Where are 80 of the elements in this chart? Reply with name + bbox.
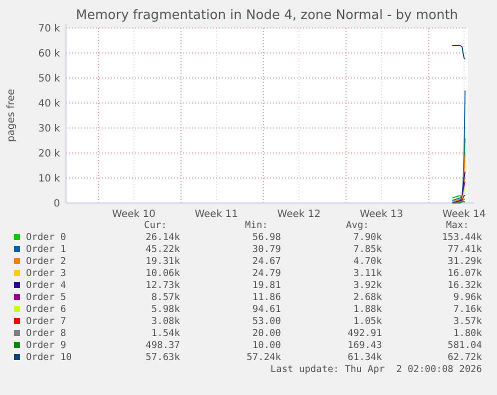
x-tick-label: Week 14 [442, 209, 486, 220]
text: 3.57k [453, 316, 482, 327]
text: 7.16k [453, 304, 482, 315]
text: 12.73k [146, 280, 180, 291]
text: 8.57k [151, 292, 180, 303]
x-tick-label: Week 13 [360, 209, 404, 220]
text: 10.06k [146, 268, 180, 279]
legend-label: Order 4 [26, 280, 66, 291]
text: 24.79 [252, 268, 282, 279]
text: 57.63k [146, 352, 180, 363]
text: 16.32k [448, 280, 482, 291]
text: 24.67 [252, 256, 281, 267]
text: 10.00 [252, 340, 282, 351]
x-tick-label: Week 11 [194, 209, 238, 220]
legend-label: Order 1 [26, 244, 66, 255]
text: 62.72k [448, 352, 482, 363]
y-tick-label: 50 k [38, 74, 60, 84]
legend-label: Order 6 [26, 304, 66, 315]
text: 5.98k [151, 304, 180, 315]
legend-label: Order 10 [26, 352, 72, 363]
text: Min: [245, 220, 268, 231]
y-tick-label: 40 k [38, 98, 60, 110]
text: 94.61 [252, 304, 282, 315]
text: Cur: [144, 220, 167, 231]
line-series [460, 195, 466, 202]
text: 7.90k [353, 232, 382, 243]
text: 1.54k [151, 328, 180, 339]
text: 1.05k [353, 316, 382, 327]
y-tick-label: 10 k [38, 174, 60, 184]
text: 16.07k [448, 268, 482, 279]
text: 30.79 [252, 244, 282, 255]
text: Max: [446, 220, 469, 231]
text: 11.86 [252, 292, 282, 303]
text: 20.00 [252, 328, 282, 339]
text: Last update: Thu Apr 2 02:00:08 2026 [270, 364, 482, 375]
legend-label: Order 2 [26, 256, 66, 267]
legend-label: Order 7 [26, 316, 66, 327]
text: 492.91 [348, 328, 382, 339]
legend-label: Order 9 [26, 340, 66, 351]
text: 4.70k [353, 256, 382, 267]
line-series [462, 188, 466, 201]
text: 7.85k [353, 244, 382, 255]
y-axis-title: pages free [6, 88, 17, 142]
text: 1.88k [353, 304, 382, 315]
text: 9.96k [453, 292, 482, 303]
y-tick-label: 30 k [38, 124, 60, 134]
text: 1.80k [453, 328, 482, 339]
text: Avg: [346, 220, 369, 231]
y-tick-label: 60 k [38, 48, 60, 60]
legend-label: Order 0 [26, 232, 66, 243]
text: 3.92k [353, 280, 382, 291]
x-tick-label: Week 10 [112, 209, 156, 220]
text: 56.98 [252, 232, 282, 243]
text: 3.08k [151, 316, 180, 327]
chart-title: Memory fragmentation in Node 4, zone Normal - by month [76, 8, 458, 23]
text: 57.24k [246, 352, 282, 363]
text: 169.43 [348, 340, 382, 351]
line-series [452, 181, 466, 204]
text: 31.29k [448, 256, 482, 267]
text: 26.14k [146, 232, 180, 243]
text: 19.31k [146, 256, 180, 267]
text: 2.68k [353, 292, 382, 303]
y-tick-label: 20 k [38, 148, 60, 160]
x-tick-label: Week 12 [277, 209, 321, 220]
y-tick-label: 70 k [38, 24, 60, 34]
text: 153.44k [442, 232, 482, 243]
text: 3.11k [353, 268, 382, 279]
legend-label: Order 8 [26, 328, 66, 339]
text: 498.37 [146, 340, 180, 351]
text: 45.22k [146, 244, 180, 255]
text: 61.34k [348, 352, 382, 363]
line-series [452, 90, 466, 201]
text: 53.00 [252, 316, 282, 327]
text: 19.81 [252, 280, 282, 291]
y-tick-label: 0 [54, 198, 60, 210]
legend-label: Order 5 [26, 292, 66, 303]
text: 581.04 [448, 340, 482, 351]
text: 77.41k [448, 244, 482, 255]
line-series [452, 45, 466, 60]
legend-label: Order 3 [26, 268, 66, 279]
